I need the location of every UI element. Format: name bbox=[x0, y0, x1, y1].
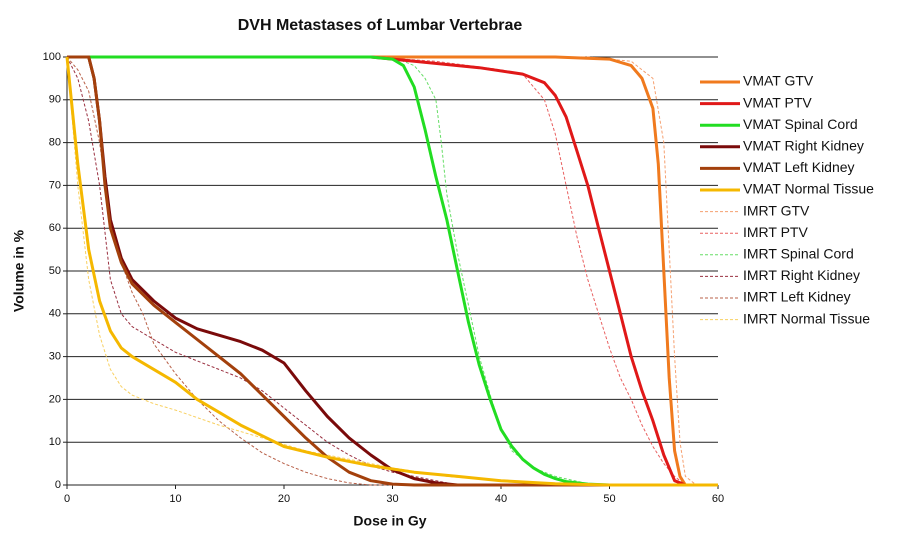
legend-label: VMAT PTV bbox=[743, 94, 812, 110]
legend-label: IMRT Right Kidney bbox=[743, 267, 860, 283]
y-tick-label: 100 bbox=[43, 51, 61, 63]
line bbox=[67, 55, 718, 487]
y-tick-label: 0 bbox=[55, 479, 61, 491]
x-tick-label: 40 bbox=[495, 493, 507, 505]
y-tick-label: 20 bbox=[49, 393, 61, 405]
line bbox=[67, 55, 718, 487]
y-tick-label: 10 bbox=[49, 436, 61, 448]
x-tick-label: 60 bbox=[712, 493, 724, 505]
line bbox=[67, 56, 718, 486]
legend-label: VMAT Spinal Cord bbox=[743, 116, 858, 132]
line bbox=[67, 56, 718, 486]
legend-label: IMRT GTV bbox=[743, 202, 810, 218]
y-tick-label: 50 bbox=[49, 265, 61, 277]
x-tick-label: 30 bbox=[386, 493, 398, 505]
legend-label: IMRT Spinal Cord bbox=[743, 246, 854, 262]
y-tick-label: 80 bbox=[49, 137, 61, 149]
line bbox=[67, 55, 718, 487]
line bbox=[67, 56, 718, 486]
legend-label: IMRT Normal Tissue bbox=[743, 310, 870, 326]
y-tick-label: 60 bbox=[49, 222, 61, 234]
x-tick-label: 50 bbox=[603, 493, 615, 505]
legend-label: IMRT Left Kidney bbox=[743, 289, 851, 305]
legend-label: IMRT PTV bbox=[743, 224, 808, 240]
line bbox=[67, 55, 718, 487]
legend-label: VMAT Right Kidney bbox=[743, 138, 864, 154]
x-axis-label: Dose in Gy bbox=[353, 513, 426, 529]
y-tick-label: 70 bbox=[49, 179, 61, 191]
y-tick-label: 40 bbox=[49, 308, 61, 320]
x-tick-label: 0 bbox=[64, 493, 70, 505]
legend-label: VMAT GTV bbox=[743, 73, 814, 89]
x-tick-label: 10 bbox=[169, 493, 181, 505]
line bbox=[66, 56, 718, 486]
legend-label: VMAT Left Kidney bbox=[743, 159, 855, 175]
y-axis-label: Volume in % bbox=[11, 229, 27, 312]
legend-label: VMAT Normal Tissue bbox=[743, 181, 874, 197]
chart-title: DVH Metastases of Lumbar Vertebrae bbox=[238, 17, 523, 34]
line bbox=[65, 56, 718, 487]
y-tick-label: 90 bbox=[49, 94, 61, 106]
y-tick-label: 30 bbox=[49, 351, 61, 363]
x-tick-label: 20 bbox=[278, 493, 290, 505]
